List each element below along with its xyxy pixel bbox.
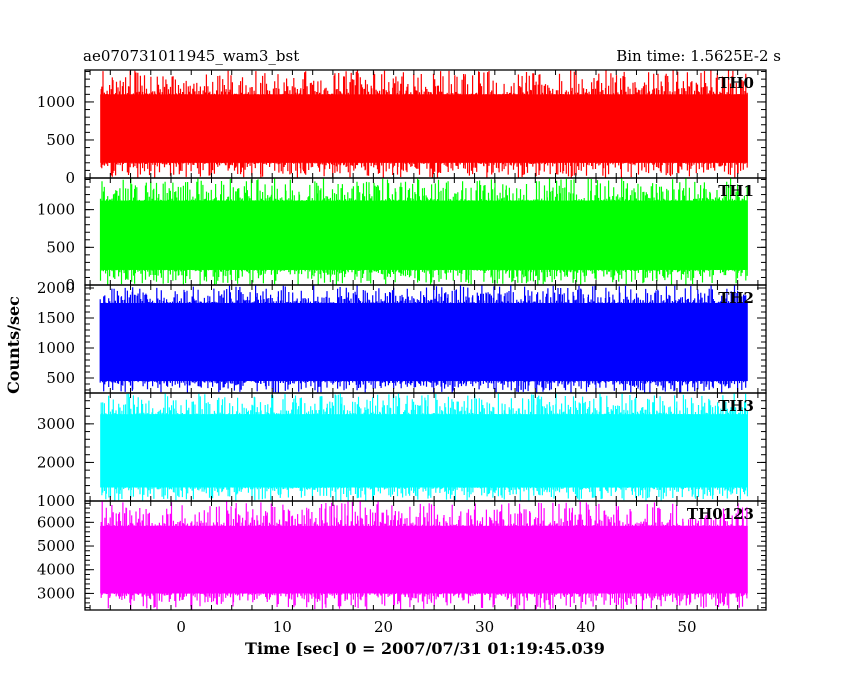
bin-time-label: Bin time: 1.5625E-2 s xyxy=(616,47,781,65)
y-tick-label: 1000 xyxy=(37,201,75,219)
y-tick-label: 2000 xyxy=(37,279,75,297)
panel-th0123: TH0123 3000 4000 5000 6000 xyxy=(37,500,767,611)
x-tick-label: 20 xyxy=(374,618,393,636)
y-tick-label: 3000 xyxy=(37,415,75,433)
y-tick-label: 5000 xyxy=(37,537,75,555)
y-tick-label: 1000 xyxy=(37,93,75,111)
chart-title: ae070731011945_wam3_bst xyxy=(83,47,299,65)
y-tick-label: 1000 xyxy=(37,339,75,357)
panel-label-th3: TH3 xyxy=(718,397,754,415)
series-line-th2 xyxy=(99,285,748,393)
series-line-th1 xyxy=(99,178,748,285)
panel-label-th2: TH2 xyxy=(718,289,754,307)
panels-group: TH005001000TH105001000TH2500100015002000… xyxy=(37,69,767,636)
y-tick-label: 6000 xyxy=(37,513,75,531)
x-tick-label: 50 xyxy=(678,618,697,636)
panel-label-th1: TH1 xyxy=(718,182,754,200)
panel-th1: TH1 0 500 1000 xyxy=(37,177,767,294)
y-tick-label: 1000 xyxy=(37,492,75,510)
y-tick-label: 3000 xyxy=(37,584,75,602)
x-axis-title: Time [sec] 0 = 2007/07/31 01:19:45.039 xyxy=(245,639,605,658)
panel-label-th0: TH0 xyxy=(718,74,754,92)
panel-th3: TH3 1000 2000 3000 xyxy=(37,392,767,510)
y-axis-title: Counts/sec xyxy=(4,296,23,394)
x-tick-label: 30 xyxy=(475,618,494,636)
y-tick-label: 2000 xyxy=(37,453,75,471)
y-tick-label: 0 xyxy=(65,276,75,294)
y-tick-label: 0 xyxy=(65,169,75,187)
y-tick-label: 1500 xyxy=(37,309,75,327)
panel-th0: TH0 0 500 1000 xyxy=(37,69,767,187)
panel-label-th0123: TH0123 xyxy=(687,505,754,523)
series-line-th3 xyxy=(100,393,748,501)
series-line-th0123 xyxy=(100,501,748,610)
x-tick-label: 10 xyxy=(273,618,292,636)
y-tick-label: 500 xyxy=(46,369,75,387)
y-tick-label: 500 xyxy=(46,238,75,256)
x-axis: 0 10 20 30 40 50 xyxy=(176,618,696,636)
x-tick-label: 40 xyxy=(576,618,595,636)
series-line-th0 xyxy=(100,70,748,178)
panel-th2: TH2 500 1000 1500 2000 xyxy=(37,279,767,394)
x-tick-label: 0 xyxy=(176,618,186,636)
y-tick-label: 4000 xyxy=(37,561,75,579)
y-tick-label: 500 xyxy=(46,131,75,149)
